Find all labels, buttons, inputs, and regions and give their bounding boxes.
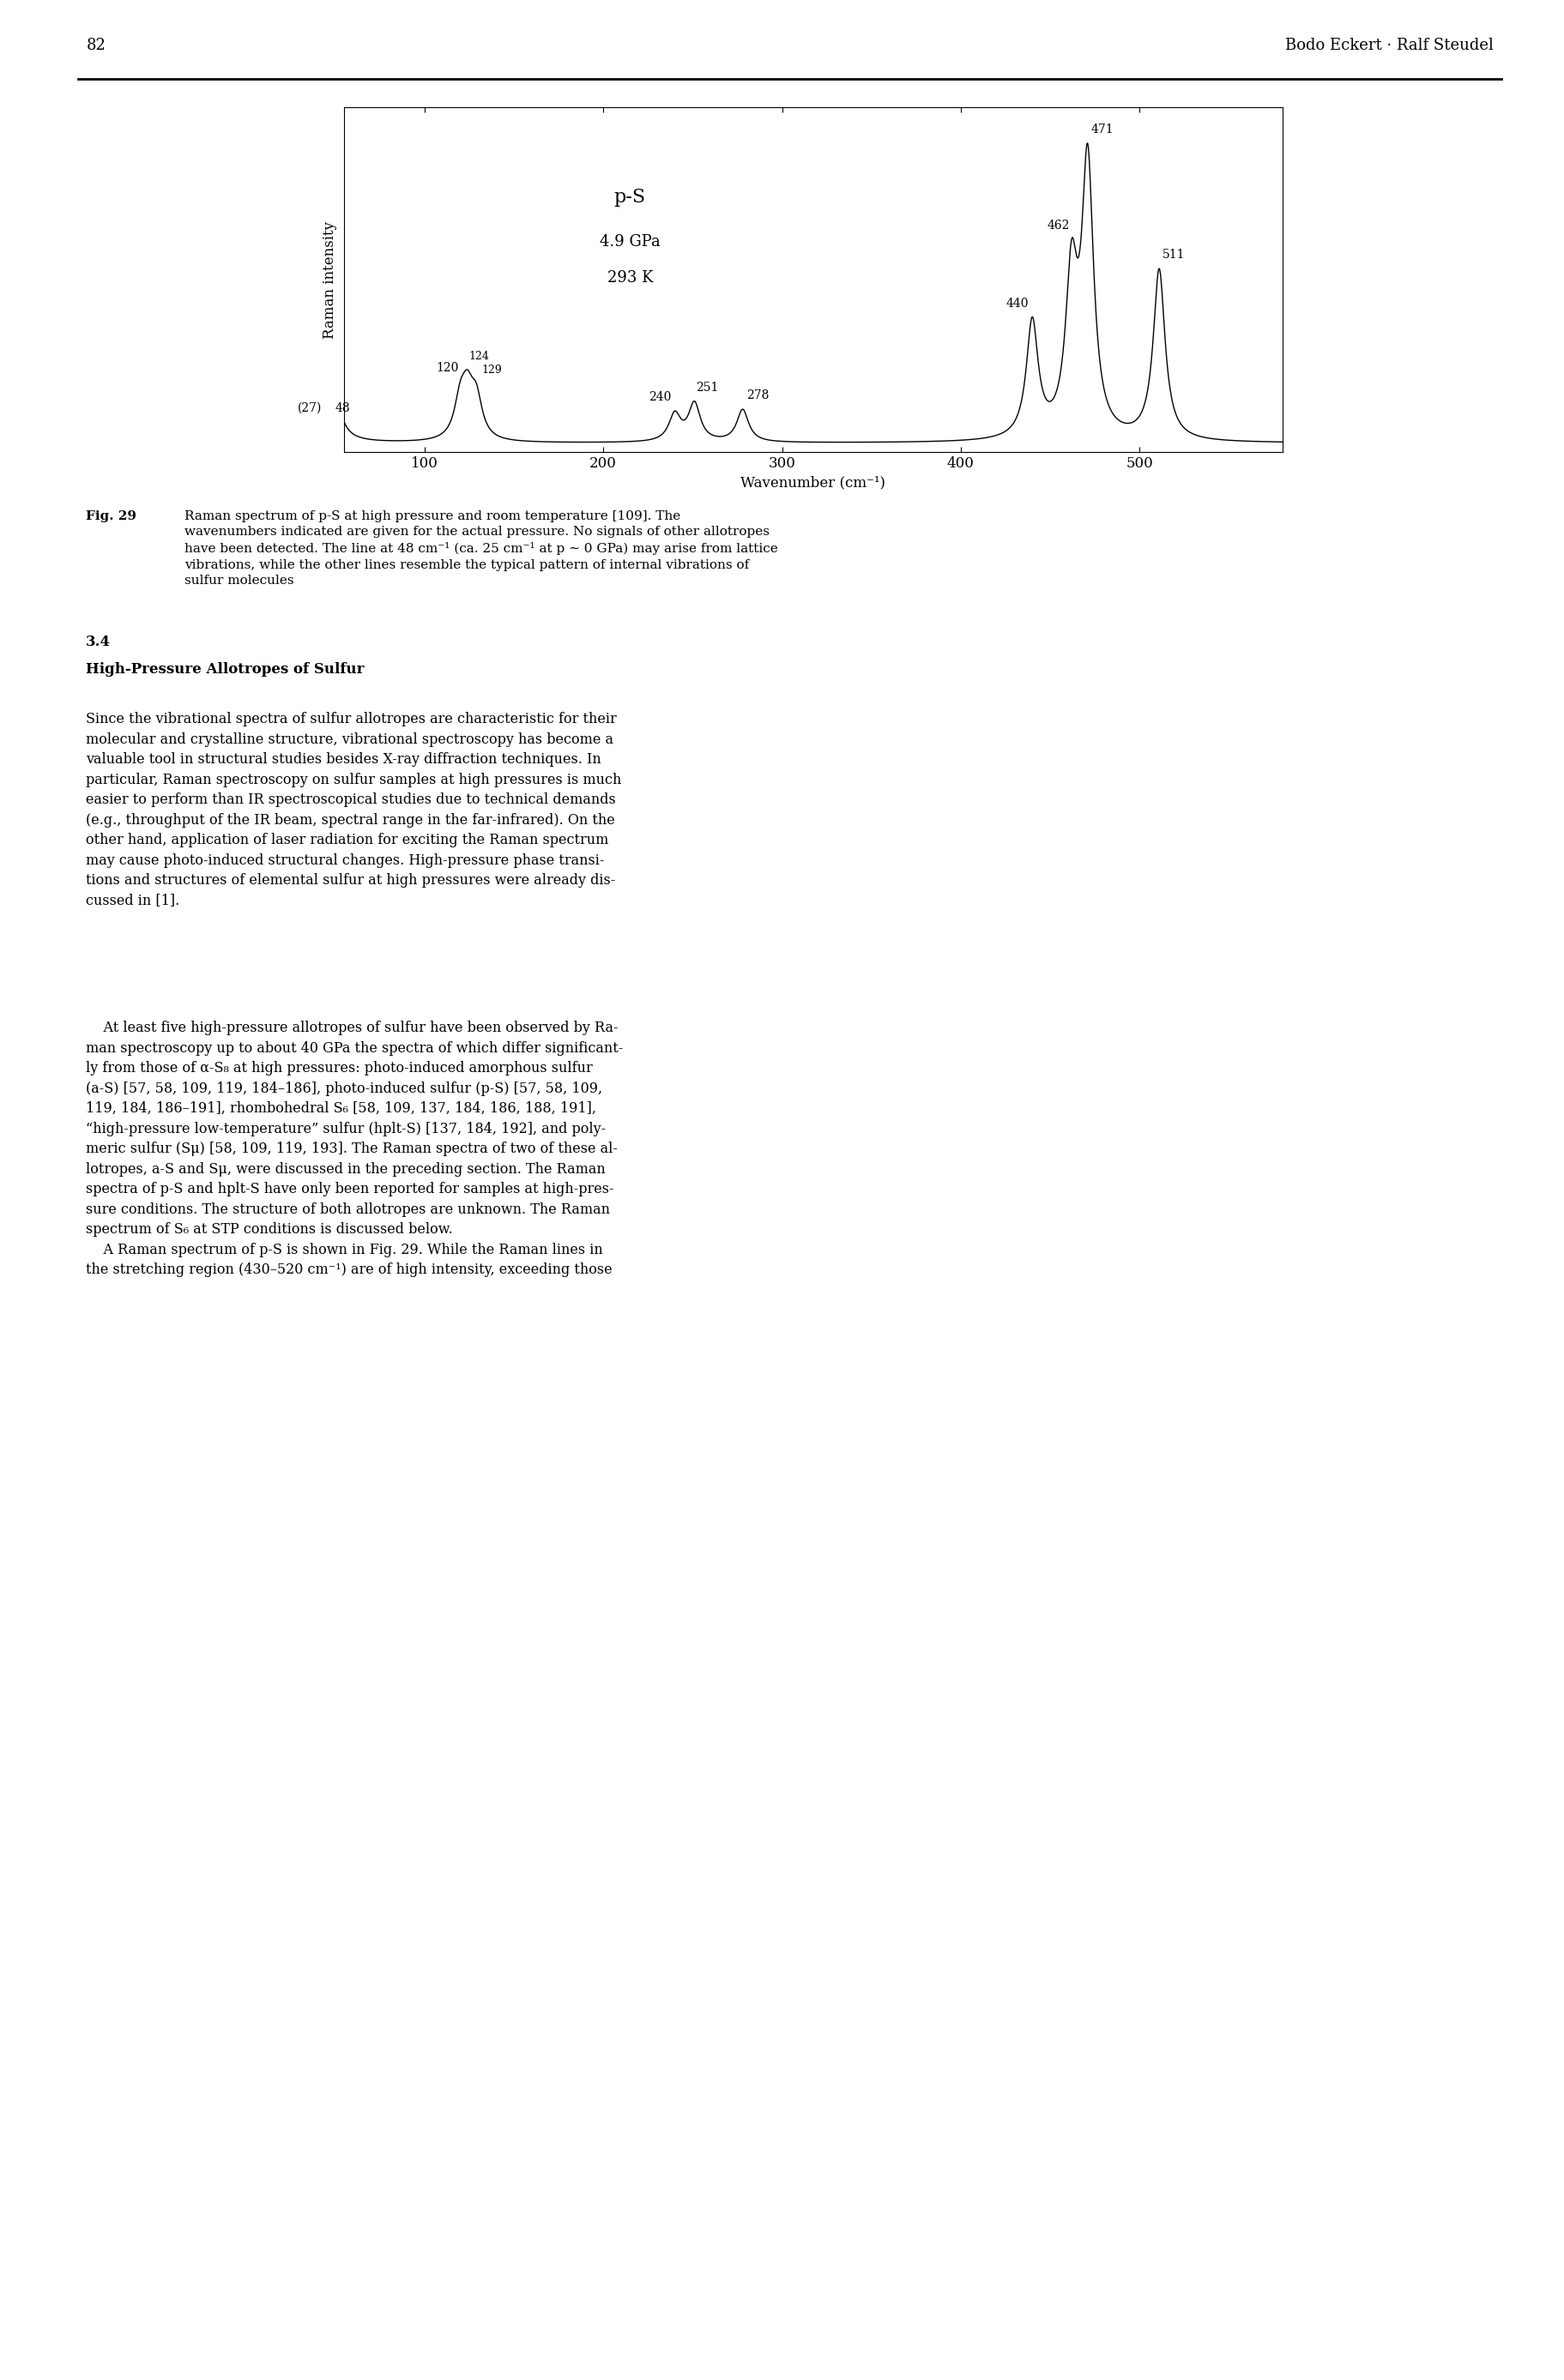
Text: 462: 462 [1048,219,1070,231]
Text: 278: 278 [746,390,769,402]
Text: At least five high-pressure allotropes of sulfur have been observed by Ra-
man s: At least five high-pressure allotropes o… [86,1021,624,1278]
Text: Since the vibrational spectra of sulfur allotropes are characteristic for their
: Since the vibrational spectra of sulfur … [86,712,621,907]
Text: (27): (27) [297,402,322,414]
Text: 129: 129 [482,364,502,376]
Text: 4.9 GPa: 4.9 GPa [599,233,660,250]
Text: 471: 471 [1092,124,1114,136]
Text: p-S: p-S [615,188,646,207]
Text: 511: 511 [1162,250,1186,262]
Text: 240: 240 [649,390,671,405]
Text: 3.4: 3.4 [86,635,111,650]
Text: Bodo Eckert · Ralf Steudel: Bodo Eckert · Ralf Steudel [1286,38,1494,52]
Text: Fig. 29: Fig. 29 [86,509,136,521]
X-axis label: Wavenumber (cm⁻¹): Wavenumber (cm⁻¹) [741,476,885,490]
Y-axis label: Raman intensity: Raman intensity [322,221,336,338]
Text: 120: 120 [436,362,458,374]
Text: 48: 48 [335,402,350,414]
Text: 440: 440 [1006,298,1029,309]
Text: High-Pressure Allotropes of Sulfur: High-Pressure Allotropes of Sulfur [86,662,364,676]
Text: 124: 124 [469,352,490,362]
Text: 293 K: 293 K [607,271,654,286]
Text: 82: 82 [86,38,106,52]
Text: 251: 251 [696,381,719,393]
Text: Raman spectrum of p-S at high pressure and room temperature [109]. The
wavenumbe: Raman spectrum of p-S at high pressure a… [185,509,777,585]
